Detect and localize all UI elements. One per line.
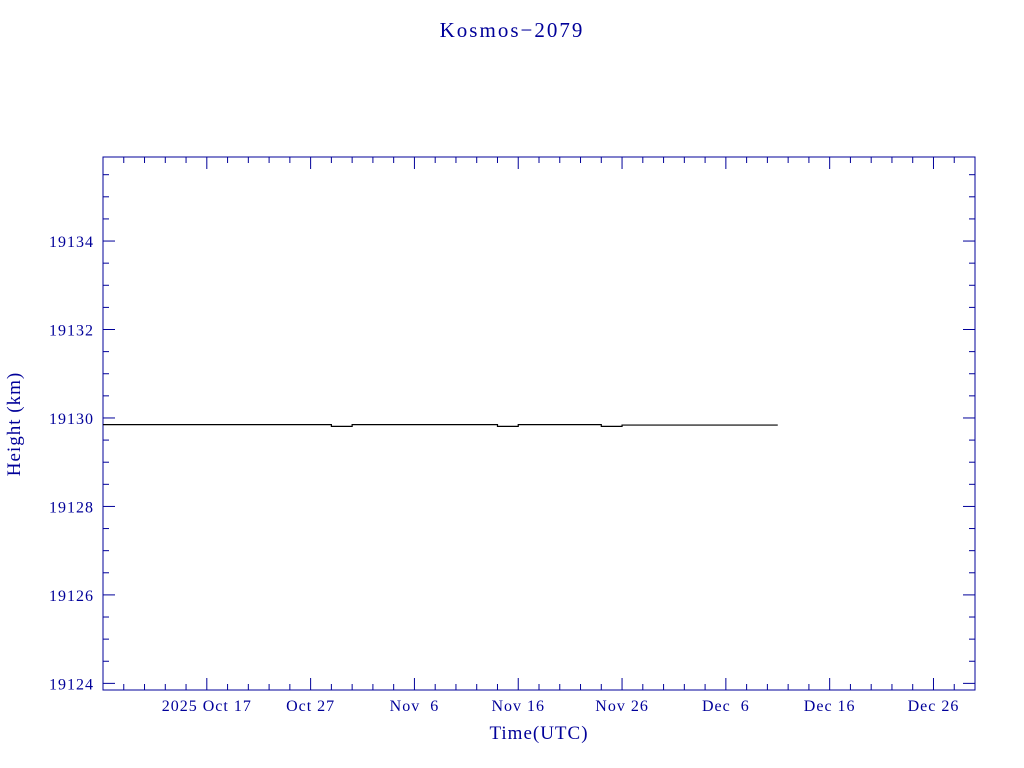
x-tick-label: Nov 6 — [390, 698, 440, 715]
y-tick-label: 19134 — [49, 234, 94, 251]
y-tick-label: 19130 — [49, 411, 94, 428]
y-tick-label: 19132 — [49, 323, 94, 340]
chart-title: Kosmos−2079 — [440, 18, 585, 42]
x-tick-label: Oct 27 — [286, 698, 335, 715]
data-line-height-km — [103, 424, 778, 427]
y-tick-label: 19126 — [49, 588, 94, 605]
x-tick-label: Dec 6 — [702, 698, 750, 715]
plot-area: 2025 Oct 17 Oct 27 Nov 6 Nov 16 Nov 26 Dec 6 D… — [49, 156, 976, 715]
x-tick-label: Dec 16 — [804, 698, 856, 715]
x-tick-label: 2025 Oct 17 — [162, 698, 252, 715]
y-axis-label: Height (km) — [4, 372, 25, 476]
x-tick-label: Nov 16 — [491, 698, 545, 715]
plot-frame — [102, 156, 976, 691]
x-tick-label: Dec 26 — [908, 698, 960, 715]
x-axis-label: Time(UTC) — [489, 723, 588, 744]
x-tick-label: Nov 26 — [595, 698, 649, 715]
y-tick-label: 19124 — [49, 676, 94, 693]
y-tick-label: 19128 — [49, 499, 94, 516]
